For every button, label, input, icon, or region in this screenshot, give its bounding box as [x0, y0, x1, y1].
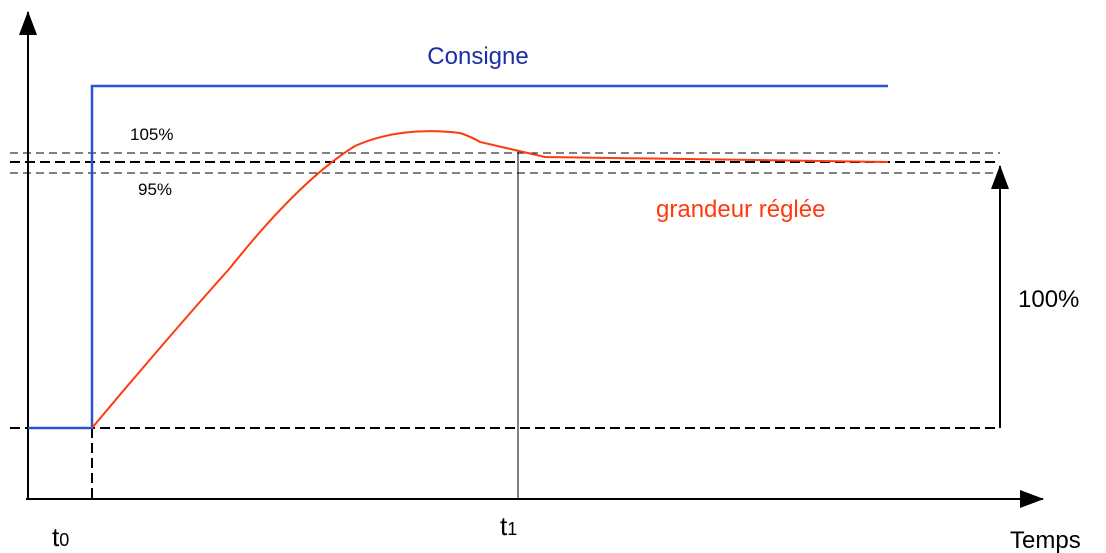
t0-label: t0 — [52, 522, 69, 552]
t0-base: t — [52, 522, 60, 552]
reference-lines — [10, 150, 1009, 499]
response-curve — [91, 130, 889, 429]
x-axis-label: Temps — [1010, 527, 1081, 553]
upper-band-label: 105% — [130, 125, 173, 144]
t1-sub: 1 — [507, 519, 517, 539]
t0-sub: 0 — [59, 530, 69, 550]
t1-label: t1 — [500, 511, 517, 541]
lower-band-label: 95% — [138, 180, 172, 199]
setpoint-curve — [28, 84, 888, 430]
axes — [19, 11, 1044, 508]
t1-base: t — [500, 511, 508, 541]
full-step-label: 100% — [1018, 286, 1079, 313]
controlled-variable-label: grandeur réglée — [656, 196, 825, 223]
setpoint-label: Consigne — [427, 43, 528, 70]
